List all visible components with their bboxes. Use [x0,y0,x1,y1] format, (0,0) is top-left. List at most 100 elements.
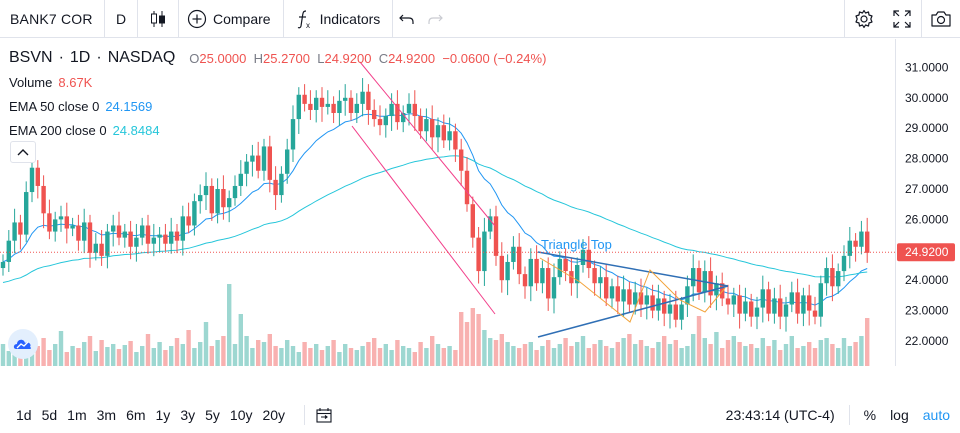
candle-body [557,258,562,278]
volume-bar [679,348,684,366]
candle-body [464,170,470,205]
candle-body [685,286,690,305]
candle-body [517,246,522,275]
volume-bar [163,350,168,366]
volume-bar [557,344,562,366]
last-price-badge [897,243,955,262]
candle-body [337,100,342,113]
change-value: −0.0600 (−0.24%) [442,50,547,66]
candle-body [865,231,870,253]
tradingview-logo[interactable] [8,329,38,359]
volume-bar [290,346,296,366]
volume-bar [337,352,342,366]
candle-body [377,119,383,126]
range-20y-button[interactable]: 20y [262,407,286,423]
top-toolbar: BANK7 COR D Compare x Indicators [0,0,960,38]
volume-bar [360,346,365,366]
range-1d-button[interactable]: 1d [16,407,32,423]
volume-bar [406,348,412,366]
undo-button[interactable] [393,0,421,38]
volume-bar [180,344,185,366]
volume-bar [841,338,847,366]
percent-toggle[interactable]: % [863,407,877,423]
candle-body [87,222,93,253]
fullscreen-button[interactable] [883,0,921,38]
volume-bar [534,350,539,366]
legend-ema50-row[interactable]: EMA 50 close 0 24.1569 [9,94,546,118]
volume-bar [314,344,319,366]
indicators-button[interactable]: x Indicators [284,0,393,38]
volume-bar [766,346,771,366]
last-price-label: 24.9200 [905,245,949,259]
volume-bar [836,348,841,366]
price-chart[interactable]: 31.0000 30.0000 29.0000 28.0000 27.0000 26.00… [0,39,960,366]
candle-body [383,116,388,126]
candle-body [267,146,272,180]
high-label: H [253,50,264,66]
compare-button[interactable]: Compare [179,0,283,38]
volume-bar [76,348,81,366]
legend-collapse-button[interactable] [10,141,36,163]
candle-body [824,268,829,284]
volume-bar [198,342,203,366]
candle-body [406,103,412,113]
volume-bar [522,344,528,366]
volume-bar [412,352,417,366]
candle-body [430,119,435,138]
volume-bar [609,348,615,366]
redo-button[interactable] [421,0,449,38]
timezone-clock[interactable]: 23:43:14 (UTC-4) [725,407,835,423]
range-5d-button[interactable]: 5d [41,407,58,423]
range-6m-button[interactable]: 6m [126,407,146,423]
volume-bar [203,322,209,366]
open-label: O [189,50,200,66]
toolbar-divider [921,0,922,38]
chart-type-button[interactable] [138,0,178,38]
goto-date-button[interactable] [315,407,333,423]
candle-body [261,146,267,171]
range-10y-button[interactable]: 10y [229,407,253,423]
volume-bar [453,350,458,366]
volume-bar [418,342,423,366]
settings-button[interactable] [845,0,883,38]
volume-bar [354,350,359,366]
candle-body [447,131,452,141]
channel-line-lower [351,125,496,315]
triangle-lower-line [537,285,729,338]
candle-body [360,91,365,104]
candle-body [157,234,162,238]
candle-body [256,155,261,171]
volume-bar [256,340,261,366]
screenshot-button[interactable] [922,0,960,38]
candle-body [215,189,220,214]
triangle-top-annotation[interactable]: Triangle Top [541,237,612,252]
candle-body [818,283,823,317]
log-toggle[interactable]: log [890,407,909,423]
candle-body [145,225,151,244]
range-5y-button[interactable]: 5y [205,407,220,423]
compare-label: Compare [213,10,271,27]
candle-body [546,268,551,299]
range-1m-button[interactable]: 1m [67,407,87,423]
price-tick-label: 31.0000 [905,60,949,74]
indicators-label: Indicators [319,10,381,27]
range-3y-button[interactable]: 3y [180,407,196,423]
candle-body [592,268,597,284]
volume-bar [29,354,35,366]
legend-ema200-row[interactable]: EMA 200 close 0 24.8484 [9,118,546,142]
volume-bar [662,336,667,366]
candle-body [319,97,325,107]
interval-button[interactable]: D [115,10,127,27]
candle-body [395,103,400,123]
range-1y-button[interactable]: 1y [155,407,171,423]
volume-bar [783,344,789,366]
auto-scale-toggle[interactable]: auto [922,407,950,423]
volume-bar [169,346,174,366]
candle-body [586,249,591,269]
toolbar-divider [104,0,105,38]
range-3m-button[interactable]: 3m [96,407,117,423]
symbol-search-button[interactable]: BANK7 COR [10,10,93,27]
volume-bar [209,346,214,366]
candle-body [290,119,296,150]
legend-volume-row[interactable]: Volume 8.67K [9,70,546,94]
